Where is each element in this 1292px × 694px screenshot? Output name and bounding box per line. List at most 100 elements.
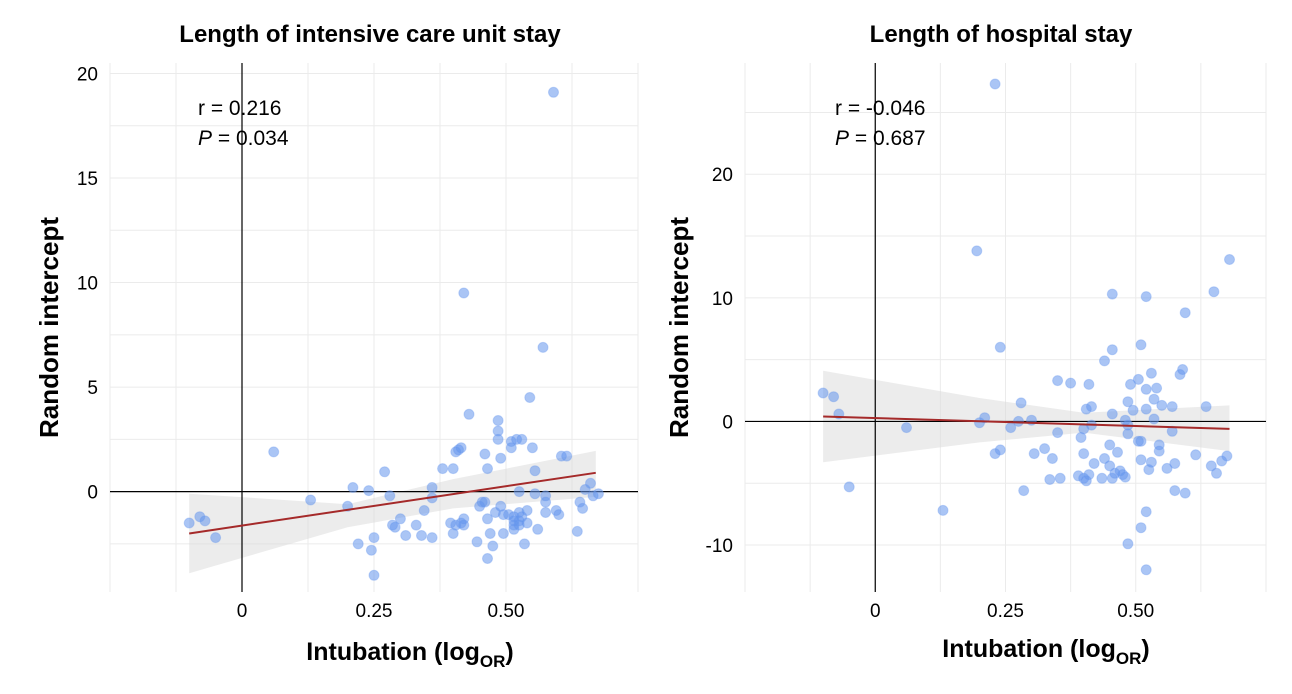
data-point bbox=[1096, 472, 1108, 484]
x-axis-label-main: Intubation (log bbox=[942, 635, 1116, 663]
data-point bbox=[524, 392, 536, 403]
data-point bbox=[1135, 339, 1147, 351]
data-point bbox=[1122, 428, 1134, 440]
data-point bbox=[1078, 448, 1090, 460]
data-point bbox=[183, 517, 195, 529]
data-point bbox=[426, 532, 438, 544]
data-point bbox=[1122, 396, 1134, 408]
data-point bbox=[843, 481, 855, 493]
data-point bbox=[455, 442, 467, 454]
x-axis-label-close: ) bbox=[505, 638, 513, 666]
data-point bbox=[1052, 427, 1064, 439]
x-tick-label: 0 bbox=[237, 601, 248, 622]
data-point bbox=[1166, 401, 1178, 413]
data-point bbox=[418, 505, 430, 516]
data-point bbox=[1052, 375, 1064, 387]
data-point bbox=[492, 415, 504, 426]
x-axis-label-subscript: OR bbox=[480, 652, 506, 671]
data-point bbox=[548, 86, 559, 98]
data-point bbox=[497, 528, 509, 539]
data-point bbox=[1083, 378, 1095, 390]
data-point bbox=[1153, 445, 1165, 457]
x-axis-label: Intubation (logOR) bbox=[942, 635, 1149, 668]
data-point bbox=[1179, 487, 1191, 499]
data-point bbox=[368, 569, 380, 581]
data-point bbox=[537, 341, 549, 353]
data-point bbox=[1119, 471, 1131, 483]
data-point bbox=[1224, 254, 1235, 265]
data-point bbox=[384, 490, 396, 502]
data-point bbox=[210, 532, 222, 544]
data-point bbox=[305, 494, 317, 506]
data-point bbox=[532, 523, 544, 535]
data-point bbox=[521, 517, 533, 529]
data-point bbox=[471, 536, 483, 548]
data-point bbox=[394, 513, 406, 525]
regression-line bbox=[823, 415, 1230, 430]
data-point bbox=[1106, 344, 1118, 356]
data-point bbox=[1140, 506, 1152, 518]
correlation-label: r = 0.216 bbox=[198, 97, 281, 120]
p-value: = 0.034 bbox=[212, 127, 289, 150]
data-point bbox=[492, 433, 504, 445]
confidence-band bbox=[189, 450, 596, 574]
data-point bbox=[1088, 458, 1100, 469]
data-point bbox=[1054, 472, 1066, 484]
data-point bbox=[1161, 462, 1173, 474]
data-point bbox=[1205, 460, 1217, 472]
data-point bbox=[379, 466, 391, 478]
x-axis-label-subscript: OR bbox=[1116, 649, 1142, 668]
p-value-label: P = 0.034 bbox=[198, 127, 289, 150]
data-point bbox=[1015, 397, 1027, 409]
data-point bbox=[1083, 469, 1095, 481]
data-point bbox=[540, 507, 552, 518]
data-point bbox=[529, 465, 541, 477]
data-point bbox=[1135, 435, 1147, 447]
data-point bbox=[1086, 401, 1097, 413]
data-point bbox=[1106, 288, 1118, 300]
data-point bbox=[592, 488, 604, 500]
y-tick-label: 5 bbox=[87, 378, 98, 399]
data-point bbox=[1028, 448, 1040, 460]
data-point bbox=[1208, 286, 1220, 298]
data-point bbox=[553, 509, 565, 521]
data-point bbox=[1112, 446, 1123, 458]
data-point bbox=[1018, 485, 1030, 497]
data-point bbox=[458, 513, 470, 525]
regression-line bbox=[189, 471, 596, 535]
data-point bbox=[199, 515, 211, 527]
data-point bbox=[400, 530, 412, 541]
data-point bbox=[426, 482, 438, 493]
data-point bbox=[1122, 538, 1134, 550]
x-axis-label-close: ) bbox=[1141, 635, 1149, 663]
data-point bbox=[516, 433, 528, 445]
data-point bbox=[447, 463, 459, 475]
data-point bbox=[1211, 467, 1222, 479]
x-tick-label: 0.50 bbox=[1117, 601, 1154, 622]
confidence-band bbox=[823, 370, 1230, 463]
data-point bbox=[585, 477, 596, 489]
data-point bbox=[1140, 403, 1152, 415]
data-point bbox=[1156, 399, 1168, 411]
data-point bbox=[1145, 456, 1157, 468]
panel-icu-stay: 0 0.25 0.50 0 5 10 15 20 Length of intensive car… bbox=[34, 21, 639, 671]
x-axis-label-main: Intubation (log bbox=[306, 638, 480, 666]
data-point bbox=[1104, 460, 1116, 472]
data-point bbox=[971, 245, 983, 257]
y-tick-label: 20 bbox=[712, 165, 733, 186]
data-point bbox=[540, 496, 552, 508]
y-tick-label: 0 bbox=[722, 412, 733, 433]
data-point bbox=[817, 387, 829, 399]
y-tick-label: 20 bbox=[77, 64, 98, 85]
data-point bbox=[487, 540, 499, 552]
data-point bbox=[937, 504, 949, 516]
data-point bbox=[1140, 291, 1152, 303]
data-point bbox=[1177, 364, 1189, 375]
data-point bbox=[482, 513, 493, 525]
y-axis-label: Random intercept bbox=[34, 217, 64, 438]
p-symbol: P bbox=[198, 127, 212, 150]
y-tick-label: 10 bbox=[77, 274, 98, 295]
data-point bbox=[994, 341, 1006, 353]
data-point bbox=[505, 442, 517, 454]
chart-title: Length of hospital stay bbox=[870, 21, 1133, 48]
